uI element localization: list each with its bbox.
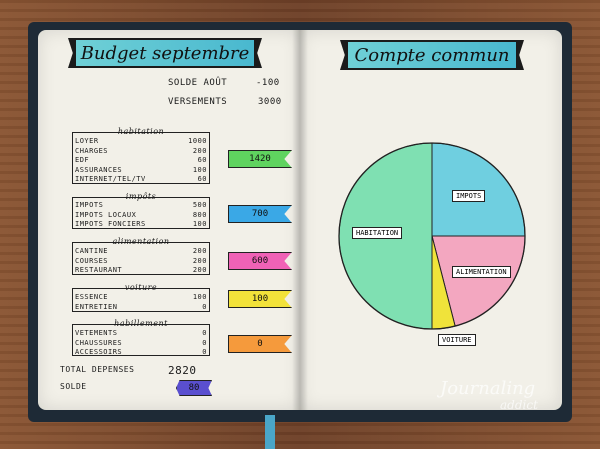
section-title: impôts <box>125 192 157 201</box>
item-label: IMPOTS FONCIERS <box>75 220 146 228</box>
item-label: CHAUSSURES <box>75 338 123 347</box>
solde-value-tag: 80 <box>176 380 212 396</box>
item-value: 0 <box>202 348 207 356</box>
list-item: LOYER 1000 <box>73 137 209 147</box>
item-label: CANTINE <box>75 247 109 255</box>
versements-label: VERSEMENTS <box>168 97 228 107</box>
total-depenses-label: TOTAL DEPENSES <box>60 365 135 374</box>
list-item: VETEMENTS 0 <box>73 329 209 339</box>
list-item: EDF 60 <box>73 156 209 166</box>
watermark-sub: addict <box>500 398 538 412</box>
list-item: CHAUSSURES 0 <box>73 339 209 349</box>
section-voiture: voiture ESSENCE 100 ENTRETIEN 0 <box>72 283 210 313</box>
item-value: 60 <box>197 156 207 164</box>
section-alimentation: alimentation CANTINE 200 COURSES 200 RESTA… <box>72 237 210 276</box>
item-value: 200 <box>192 266 207 274</box>
watermark-main: Journaling <box>440 378 536 399</box>
watermark: Journaling addict <box>440 378 538 412</box>
total-tag-alimentation: 600 <box>228 252 292 270</box>
solde-aout-label: SOLDE AOÛT <box>168 78 228 88</box>
section-title: habitation <box>117 127 165 136</box>
solde-aout-value: -100 <box>256 78 280 88</box>
list-item: CHARGES 200 <box>73 147 209 157</box>
list-item: ESSENCE 100 <box>73 293 209 303</box>
pie-label-alimentation: ALIMENTATION <box>452 266 511 278</box>
section-impots: impôts IMPOTS 500 IMPOTS LOCAUX 800 IMPOTS… <box>72 192 210 230</box>
total-tag-habitation: 1420 <box>228 150 292 168</box>
budget-title-banner: Budget septembre <box>74 38 256 68</box>
item-value: 200 <box>192 146 207 155</box>
item-value: 100 <box>192 220 207 228</box>
item-label: IMPOTS LOCAUX <box>75 210 137 219</box>
item-label: IMPOTS <box>75 201 104 209</box>
pie-label-voiture: VOITURE <box>438 334 476 346</box>
list-item: RESTAURANT 200 <box>73 266 209 276</box>
total-tag-impots: 700 <box>228 205 292 223</box>
list-item: ENTRETIEN 0 <box>73 303 209 313</box>
list-item: IMPOTS FONCIERS 100 <box>73 220 209 230</box>
total-tag-habillement: 0 <box>228 335 292 353</box>
list-item: IMPOTS 500 <box>73 201 209 211</box>
item-value: 800 <box>192 210 207 219</box>
section-habillement: habillement VETEMENTS 0 CHAUSSURES 0 ACCES… <box>72 319 210 358</box>
total-tag-voiture: 100 <box>228 290 292 308</box>
list-item: ACCESSOIRS 0 <box>73 348 209 358</box>
item-label: EDF <box>75 156 90 164</box>
list-item: INTERNET/TEL/TV 60 <box>73 175 209 185</box>
item-label: COURSES <box>75 256 109 265</box>
versements-value: 3000 <box>258 97 282 107</box>
item-value: 500 <box>192 201 207 209</box>
item-value: 0 <box>202 302 207 311</box>
budget-title: Budget septembre <box>80 42 250 64</box>
section-title: voiture <box>124 283 158 292</box>
list-item: CANTINE 200 <box>73 247 209 257</box>
item-label: VETEMENTS <box>75 329 118 337</box>
item-label: ESSENCE <box>75 293 109 301</box>
list-item: ASSURANCES 100 <box>73 166 209 176</box>
pie-chart <box>338 142 526 330</box>
section-habitation: habitation LOYER 1000 CHARGES 200 EDF 60 AS… <box>72 127 210 185</box>
item-value: 100 <box>192 293 207 301</box>
item-value: 200 <box>192 256 207 265</box>
total-depenses-value: 2820 <box>168 364 197 377</box>
item-value: 0 <box>202 329 207 337</box>
compte-commun-title: Compte commun <box>354 44 510 66</box>
section-title: habillement <box>114 319 168 328</box>
item-label: CHARGES <box>75 146 109 155</box>
item-value: 100 <box>192 165 207 174</box>
pie-outline <box>338 142 526 330</box>
item-label: INTERNET/TEL/TV <box>75 175 146 183</box>
item-value: 60 <box>197 175 207 183</box>
item-label: RESTAURANT <box>75 266 123 274</box>
item-label: LOYER <box>75 137 99 145</box>
compte-commun-title-banner: Compte commun <box>346 40 518 70</box>
item-label: ASSURANCES <box>75 165 123 174</box>
bookmark-ribbon <box>265 415 275 449</box>
list-item: COURSES 200 <box>73 257 209 267</box>
item-label: ACCESSOIRS <box>75 348 123 356</box>
item-label: ENTRETIEN <box>75 302 118 311</box>
solde-label: SOLDE <box>60 382 87 391</box>
item-value: 1000 <box>188 137 207 145</box>
section-title: alimentation <box>112 237 170 246</box>
pie-label-impots: IMPOTS <box>452 190 486 202</box>
pie-label-habitation: HABITATION <box>352 227 403 239</box>
list-item: IMPOTS LOCAUX 800 <box>73 211 209 221</box>
item-value: 0 <box>202 338 207 347</box>
item-value: 200 <box>192 247 207 255</box>
notebook-gutter <box>292 30 308 410</box>
